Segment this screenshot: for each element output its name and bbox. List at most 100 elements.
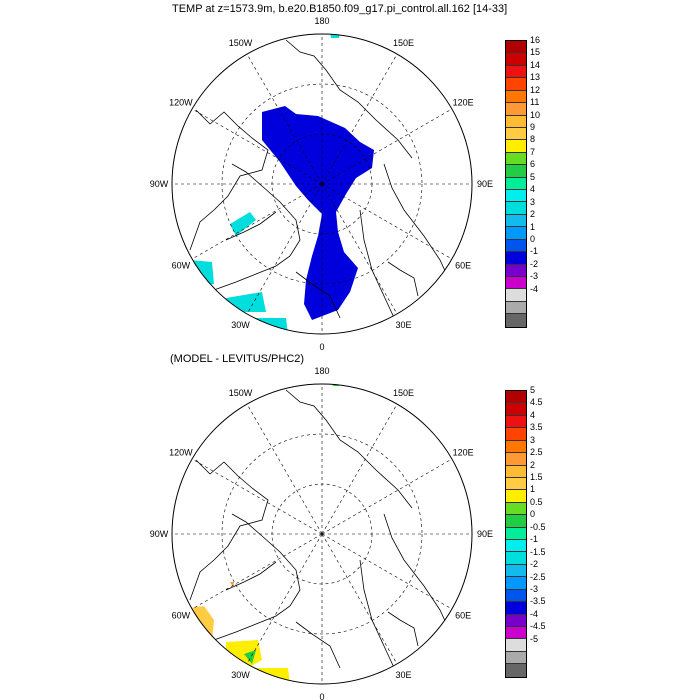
meridian-line (321, 183, 398, 315)
colorbar-box (506, 103, 526, 116)
meridian-line (321, 403, 398, 535)
colorbar-label: -1.5 (530, 546, 546, 557)
colorbar-box (506, 41, 526, 54)
bottom-polar-map: 180 150E 120E 90E 60E 30E 0 30W 60W 90W 120W 150W (150, 366, 493, 700)
colorbar-box (506, 577, 526, 590)
graticule (172, 34, 472, 334)
colorbar-label: -2 (530, 559, 539, 570)
colorbar-label: 5 (530, 171, 536, 182)
longitude-label: 60E (455, 261, 471, 271)
colorbar-label: 3 (530, 434, 536, 445)
longitude-label: 180 (314, 16, 329, 26)
meridian-line (321, 533, 398, 665)
meridian-line (246, 533, 323, 665)
longitude-label: 150W (229, 388, 253, 398)
colorbar-box (506, 627, 526, 640)
colorbar-box (506, 177, 526, 191)
colorbar-label: 9 (530, 122, 536, 133)
map-boundary (171, 33, 473, 335)
colorbar-label: 7 (530, 146, 536, 157)
colorbar-label: 10 (530, 109, 541, 120)
colorbar-label: 13 (530, 72, 541, 83)
meridian-line (191, 183, 323, 260)
colorbar-box (506, 540, 526, 553)
colorbar-label: 15 (530, 47, 541, 58)
temperature-field-cyan-2 (190, 260, 214, 286)
colorbar-label: 1.5 (530, 472, 543, 483)
colorbar-label: 2 (530, 209, 536, 220)
colorbar-label: 8 (530, 134, 536, 145)
longitude-label: 30W (231, 670, 250, 680)
longitude-label: 30W (231, 320, 250, 330)
bottom-panel-title: (MODEL - LEVITUS/PHC2) (170, 353, 305, 365)
colorbar-label: 2.5 (530, 447, 543, 458)
colorbar-label: 4 (530, 409, 536, 420)
colorbar-box (506, 65, 526, 79)
colorbar-box (506, 264, 526, 278)
colorbar-box (506, 453, 526, 466)
colorbar-label: 4 (530, 184, 536, 195)
meridian-line (191, 458, 323, 535)
longitude-label: 150E (393, 38, 414, 48)
longitude-label: 180 (314, 366, 329, 376)
top-panel-title: TEMP at z=1573.9m, b.e20.B1850.f09_g17.p… (172, 3, 508, 15)
longitude-label: 150W (229, 38, 253, 48)
colorbar-label: -1 (530, 534, 539, 545)
colorbar-box (506, 301, 526, 315)
colorbar-box (506, 115, 526, 128)
temperature-field-blue-small (294, 172, 306, 186)
top-polar-map: 180 150E 120E 90E 60E 30E 0 30W 60W 90W 120W 150W (150, 16, 493, 350)
colorbar-label: -3 (530, 583, 539, 594)
colorbar-label: 6 (530, 159, 536, 170)
colorbar-box (506, 465, 526, 478)
colorbar-box (506, 78, 526, 91)
colorbar-label: -4 (530, 608, 539, 619)
colorbar-box (506, 314, 526, 327)
longitude-label: 90W (150, 179, 169, 189)
colorbar-label: 5 (530, 385, 536, 395)
colorbar-box (506, 90, 526, 104)
longitude-label: 30E (395, 670, 411, 680)
colorbar-box (506, 252, 526, 265)
colorbar-label: -0.5 (530, 521, 546, 532)
meridian-line (321, 108, 453, 185)
colorbar-label: 1 (530, 221, 536, 232)
meridian-line (321, 533, 453, 610)
colorbar-label: -4.5 (530, 621, 546, 632)
colorbar-label: 4.5 (530, 397, 543, 408)
longitude-label: 90E (477, 529, 493, 539)
colorbar-box (506, 227, 526, 240)
longitude-label: 120W (169, 448, 193, 458)
colorbar-label: 16 (530, 35, 541, 45)
colorbar-box (506, 564, 526, 578)
colorbar-box (506, 502, 526, 516)
colorbar-label: 1 (530, 484, 536, 495)
meridian-line (246, 53, 323, 185)
longitude-label: 150E (393, 388, 414, 398)
colorbar-box (506, 415, 526, 429)
colorbar-box (506, 239, 526, 253)
longitude-label: 0 (319, 692, 324, 700)
colorbar-label: 3 (530, 196, 536, 207)
longitude-label: 120E (453, 98, 474, 108)
colorbar-box (506, 127, 526, 141)
longitude-label: 60W (172, 611, 191, 621)
colorbar-label: -3.5 (530, 596, 546, 607)
longitude-labels: 180 150E 120E 90E 60E 30E 0 30W 60W 90W 120W 150W (150, 366, 493, 700)
colorbar-box (506, 589, 526, 603)
colorbar-box (506, 651, 526, 665)
difference-field-orange (230, 582, 234, 587)
longitude-labels: 180 150E 120E 90E 60E 30E 0 30W 60W 90W 120W 150W (150, 16, 493, 350)
longitude-label: 60E (455, 611, 471, 621)
longitude-label: 60W (172, 261, 191, 271)
meridian-line (321, 183, 453, 260)
colorbar-label: -3 (530, 271, 539, 282)
colorbar-box (506, 202, 526, 215)
colorbar-label: -4 (530, 283, 539, 294)
colorbar-label: 11 (530, 97, 540, 108)
graticule (172, 384, 472, 684)
meridian-line (321, 53, 398, 185)
difference-field-green (244, 650, 256, 664)
longitude-label: 30E (395, 320, 411, 330)
colorbar-label: 2 (530, 459, 536, 470)
